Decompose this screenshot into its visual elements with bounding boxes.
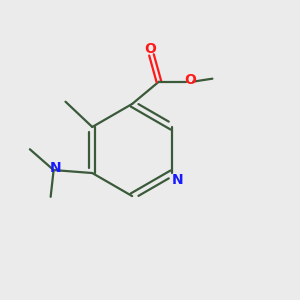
Text: O: O (184, 73, 196, 87)
Text: N: N (50, 161, 62, 175)
Text: N: N (172, 172, 183, 187)
Text: O: O (144, 42, 156, 56)
